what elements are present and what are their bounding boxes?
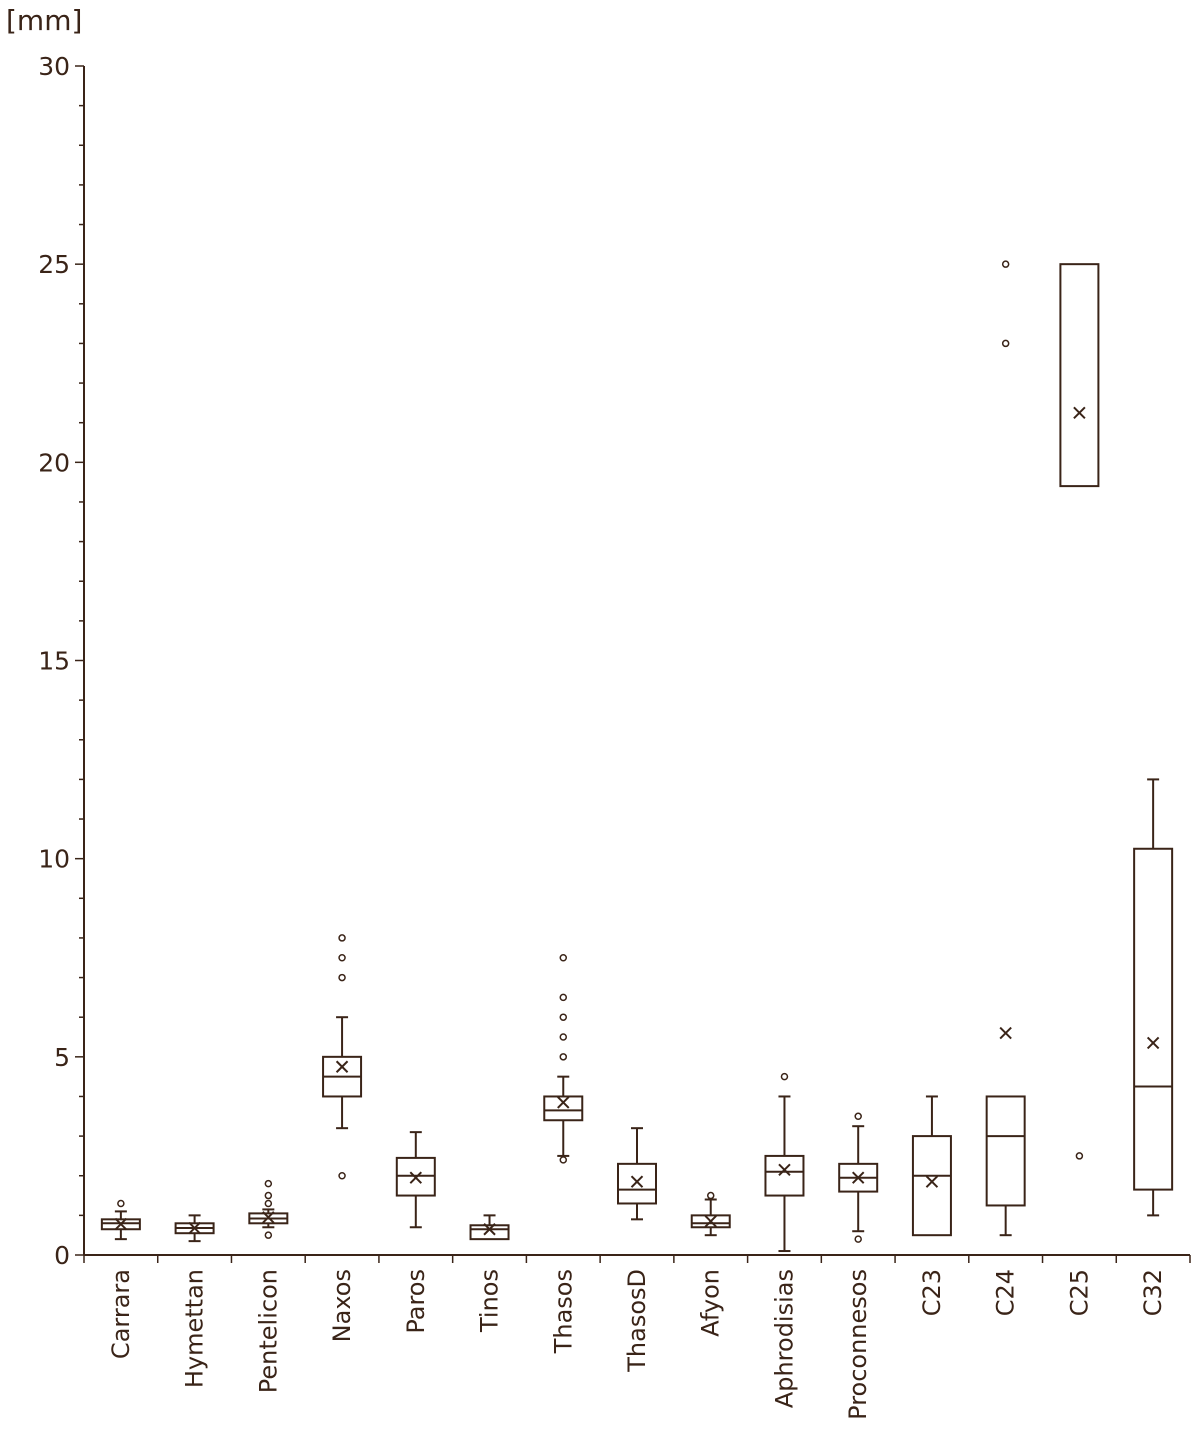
outlier-point	[1001, 339, 1010, 348]
mean-marker	[557, 1096, 570, 1109]
box-iqr	[617, 1162, 657, 1205]
y-tick-label: 25	[38, 250, 70, 279]
x-category-label: C24	[992, 1269, 1020, 1316]
box-pentelicon	[248, 1179, 289, 1239]
box-proconnesos	[838, 1112, 879, 1243]
outlier-point	[338, 934, 346, 942]
box-thasosd	[617, 1127, 657, 1221]
x-category-label: ThasosD	[623, 1269, 651, 1373]
y-axis-ticks: 0 5 10 15 20 25 30	[38, 52, 84, 1270]
x-category-label: Pentelicon	[254, 1269, 282, 1393]
mean-marker	[1146, 1036, 1160, 1050]
outlier-point	[559, 1033, 568, 1041]
mean-marker	[335, 1060, 349, 1073]
box-paros	[395, 1131, 436, 1229]
box-carrara	[100, 1199, 141, 1241]
box-iqr	[469, 1224, 510, 1241]
mean-marker	[778, 1163, 791, 1176]
mean-marker	[704, 1215, 717, 1228]
box-hymettan	[174, 1214, 215, 1243]
outlier-point	[338, 954, 346, 962]
box-series	[100, 260, 1174, 1253]
y-tick-label: 30	[38, 52, 70, 81]
mean-marker	[483, 1223, 496, 1236]
box-iqr	[985, 1095, 1026, 1207]
box-iqr	[764, 1154, 805, 1197]
x-category-label: Naxos	[328, 1269, 356, 1342]
x-category-label: Thasos	[549, 1269, 577, 1354]
mean-marker	[925, 1175, 939, 1188]
box-iqr	[1059, 263, 1100, 488]
x-category-label: Tinos	[476, 1269, 504, 1333]
outlier-point	[264, 1179, 273, 1188]
mean-marker	[188, 1221, 201, 1235]
x-category-label: Afyon	[697, 1269, 725, 1337]
outlier-point	[1001, 260, 1010, 268]
box-afyon	[690, 1191, 731, 1237]
mean-marker	[999, 1026, 1012, 1040]
x-axis-category-labels: Carrara Hymettan Pentelicon Naxos Paros Tinos…	[107, 1269, 1167, 1420]
outlier-point	[559, 1053, 568, 1061]
outlier-point	[338, 1171, 346, 1180]
x-category-label: Paros	[402, 1269, 430, 1334]
y-tick-label: 5	[54, 1043, 70, 1072]
outlier-point	[559, 1156, 568, 1164]
outlier-point	[854, 1112, 862, 1121]
mean-marker	[1073, 406, 1086, 419]
x-category-label: C32	[1139, 1269, 1167, 1316]
outlier-point	[559, 993, 568, 1002]
x-category-label: Carrara	[107, 1269, 135, 1359]
y-tick-label: 15	[38, 647, 70, 676]
axes	[83, 66, 1191, 1263]
x-category-label: C23	[918, 1269, 946, 1316]
box-iqr	[911, 1135, 952, 1237]
outlier-point	[1075, 1152, 1084, 1160]
box-tinos	[469, 1214, 510, 1241]
box-c32	[1133, 778, 1174, 1217]
box-c24	[985, 260, 1026, 1237]
outlier-point	[780, 1072, 789, 1081]
box-iqr	[543, 1095, 584, 1122]
outlier-point	[559, 954, 568, 962]
y-tick-label: 10	[38, 845, 70, 874]
box-thasos	[543, 954, 584, 1164]
x-category-label: Hymettan	[181, 1269, 209, 1388]
outlier-point	[264, 1191, 273, 1200]
box-c25	[1059, 263, 1100, 1160]
x-category-label: Aphrodisias	[770, 1269, 798, 1408]
outlier-point	[338, 973, 346, 982]
y-tick-label: 20	[38, 448, 70, 477]
box-naxos	[322, 934, 363, 1180]
box-c23	[911, 1095, 952, 1237]
mean-marker	[114, 1217, 128, 1231]
box-aphrodisias	[764, 1072, 805, 1253]
outlier-point	[706, 1191, 715, 1200]
box-iqr	[1133, 847, 1174, 1191]
mean-marker	[409, 1171, 423, 1184]
outlier-point	[854, 1235, 862, 1243]
x-category-label: C25	[1065, 1269, 1093, 1316]
mean-marker	[262, 1211, 275, 1224]
x-category-label: Proconnesos	[844, 1269, 872, 1420]
y-axis-unit-label: [mm]	[6, 4, 82, 37]
outlier-point	[264, 1199, 273, 1208]
mean-marker	[630, 1175, 644, 1188]
y-tick-label: 0	[54, 1241, 70, 1270]
outlier-point	[559, 1013, 568, 1021]
outlier-point	[264, 1231, 273, 1239]
outlier-point	[117, 1199, 125, 1208]
mean-marker	[851, 1171, 865, 1184]
